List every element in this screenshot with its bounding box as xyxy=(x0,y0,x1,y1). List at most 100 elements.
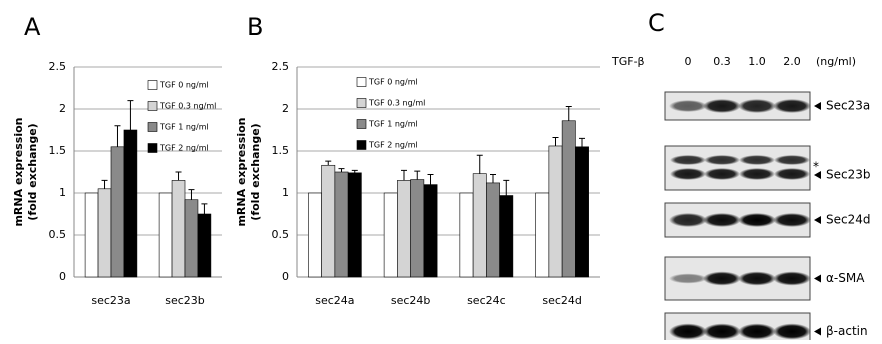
blot-band xyxy=(774,168,810,180)
arrowhead xyxy=(814,275,821,283)
blot-band xyxy=(738,99,776,113)
error-bar xyxy=(176,172,182,180)
blot-band xyxy=(738,213,776,227)
legend-swatch xyxy=(148,123,157,132)
bar xyxy=(473,174,486,277)
blot-band xyxy=(703,99,741,113)
blot-band xyxy=(703,272,741,286)
dose: 0 xyxy=(685,55,692,68)
legend-label: TGF 0.3 ng/ml xyxy=(368,99,425,108)
panel-label: B xyxy=(247,13,263,41)
legend-label: TGF 0 ng/ml xyxy=(368,78,418,87)
y-tick-label: 0.5 xyxy=(49,228,67,241)
legend-label: TGF 1 ng/ml xyxy=(368,120,418,129)
x-tick-label: sec23a xyxy=(91,294,130,307)
blot-band xyxy=(738,324,776,340)
bar xyxy=(460,193,473,277)
treatment-label: TGF-β xyxy=(611,55,645,68)
legend-label: TGF 2 ng/ml xyxy=(368,141,418,150)
bar xyxy=(562,121,575,277)
error-bar xyxy=(188,190,194,200)
bar xyxy=(486,183,499,277)
bar xyxy=(549,146,562,277)
bar xyxy=(98,189,111,277)
blot-band xyxy=(773,99,811,113)
y-axis-label: mRNA expression xyxy=(12,117,25,226)
bar xyxy=(500,196,513,277)
y-tick-label: 2.5 xyxy=(49,60,67,73)
error-bar xyxy=(114,126,120,147)
y-tick-label: 1.5 xyxy=(49,144,67,157)
panel-label: A xyxy=(24,13,41,41)
error-bar xyxy=(339,169,345,172)
legend-label: TGF 2 ng/ml xyxy=(159,144,209,153)
blot-band xyxy=(739,155,775,165)
dose: 1.0 xyxy=(748,55,766,68)
asterisk: * xyxy=(813,160,819,174)
bar xyxy=(198,214,211,277)
blot-band xyxy=(704,155,740,165)
blot-band xyxy=(773,272,811,286)
legend-swatch xyxy=(357,141,366,150)
blot-strip xyxy=(665,146,810,190)
legend-swatch xyxy=(357,120,366,129)
y-axis-label: mRNA expression xyxy=(235,117,248,226)
blot-band xyxy=(670,155,706,165)
band-label: Sec24d xyxy=(826,213,870,227)
y-axis-label: (fold exchange) xyxy=(26,123,39,220)
blot-band xyxy=(669,274,707,284)
legend-label: TGF 1 ng/ml xyxy=(159,123,209,132)
error-bar xyxy=(414,171,420,179)
arrowhead xyxy=(814,102,821,110)
error-bar xyxy=(552,138,558,146)
bar xyxy=(575,147,588,277)
bar xyxy=(384,193,397,277)
blot-band xyxy=(773,213,811,227)
bar xyxy=(322,165,335,277)
dose: 2.0 xyxy=(783,55,801,68)
y-tick-label: 2 xyxy=(282,102,289,115)
y-tick-label: 2 xyxy=(59,102,66,115)
x-tick-label: sec24d xyxy=(542,294,582,307)
y-axis-label: (fold exchange) xyxy=(249,123,262,220)
arrowhead xyxy=(814,216,821,224)
legend-swatch xyxy=(148,102,157,111)
blot-band xyxy=(669,324,707,340)
figure: C TGF-β 0 0.3 1.0 2.0 (ng/ml) Sec23aSec2… xyxy=(0,0,882,340)
bar xyxy=(335,172,348,277)
blot-band xyxy=(703,324,741,340)
error-bar xyxy=(579,138,585,146)
error-bar xyxy=(127,101,133,130)
bar xyxy=(308,193,321,277)
bar xyxy=(397,180,410,277)
x-tick-label: sec24b xyxy=(391,294,431,307)
blot-band xyxy=(704,168,740,180)
legend-swatch xyxy=(357,78,366,87)
bar xyxy=(536,193,549,277)
bar xyxy=(172,180,185,277)
arrowhead xyxy=(814,328,821,336)
bar xyxy=(411,180,424,277)
dose: 0.3 xyxy=(713,55,731,68)
bar xyxy=(424,185,437,277)
blot-band xyxy=(670,168,706,180)
y-tick-label: 1.5 xyxy=(272,144,290,157)
x-tick-label: sec23b xyxy=(165,294,205,307)
legend-swatch xyxy=(148,81,157,90)
error-bar xyxy=(325,161,331,165)
legend-label: TGF 0 ng/ml xyxy=(159,81,209,90)
bar xyxy=(159,193,172,277)
band-label: β-actin xyxy=(826,324,868,338)
bar xyxy=(185,200,198,277)
y-tick-label: 0.5 xyxy=(272,228,290,241)
error-bar xyxy=(102,180,108,188)
error-bar xyxy=(490,175,496,183)
y-tick-label: 0 xyxy=(59,270,66,283)
blot-band xyxy=(669,213,707,227)
bar xyxy=(124,130,137,277)
band-label: Sec23b xyxy=(826,168,870,182)
legend-label: TGF 0.3 ng/ml xyxy=(159,102,216,111)
blot-band xyxy=(738,272,776,286)
x-tick-label: sec24a xyxy=(315,294,354,307)
